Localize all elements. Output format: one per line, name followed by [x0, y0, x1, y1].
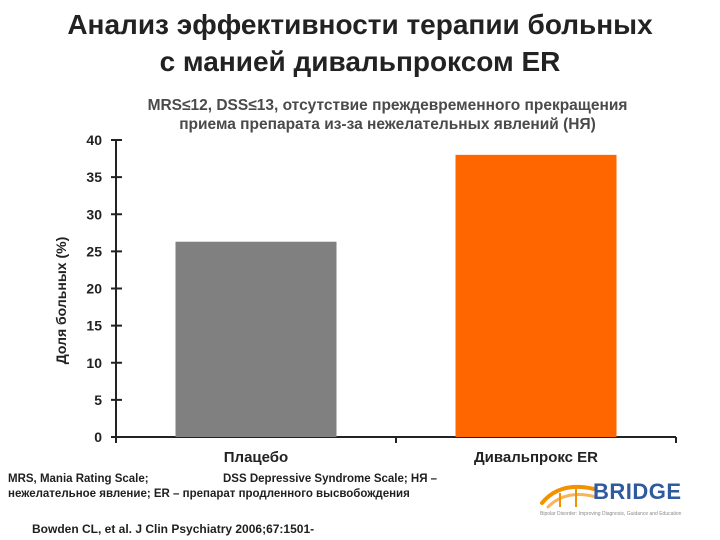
- footnote-dss: DSS Depressive Syndrome Scale; НЯ –: [223, 473, 438, 485]
- y-tick-label: 30: [86, 206, 102, 222]
- chart-title-line-1: MRS≤12, DSS≤13, отсутствие преждевременн…: [147, 97, 628, 114]
- slide-title: Анализ эффективности терапии больных с м…: [0, 6, 720, 80]
- y-tick-label: 20: [86, 281, 102, 297]
- y-tick-label: 25: [86, 243, 102, 259]
- bridge-logo: BRIDGE Bipolar Disorder: Improving Diagn…: [538, 475, 714, 530]
- bar: [175, 241, 337, 437]
- bridge-logo-tagline: Bipolar Disorder: Improving Diagnosis, G…: [540, 511, 682, 517]
- y-tick-label: 0: [94, 429, 102, 445]
- chart-title-line-2: приема препарата из-за нежелательных явл…: [179, 116, 596, 133]
- y-axis-label: Доля больных (%): [53, 237, 69, 365]
- x-category-label: Плацебо: [224, 449, 288, 466]
- y-tick-label: 40: [86, 132, 102, 148]
- footnote-line-2: нежелательное явление; ER – препарат про…: [8, 488, 410, 500]
- footnote-mrs: MRS, Mania Rating Scale;: [8, 473, 149, 485]
- y-tick-label: 5: [94, 392, 102, 408]
- slide-title-line-1: Анализ эффективности терапии больных: [67, 9, 653, 40]
- slide-title-line-2: с манией дивальпроксом ER: [159, 46, 561, 77]
- reference: Bowden CL, et al. J Clin Psychiatry 2006…: [32, 522, 315, 536]
- y-tick-label: 10: [86, 355, 102, 371]
- bridge-logo-wordmark: BRIDGE: [593, 479, 682, 504]
- bar: [455, 154, 617, 437]
- footnote-line-1: MRS, Mania Rating Scale; DSS Depressive S…: [8, 472, 548, 487]
- chart-title: MRS≤12, DSS≤13, отсутствие преждевременн…: [60, 96, 715, 134]
- y-tick-label: 35: [86, 169, 102, 185]
- y-tick-label: 15: [86, 318, 102, 334]
- x-category-label: Дивальпрокс ER: [474, 449, 598, 466]
- bridge-swoosh-icon: [540, 484, 598, 509]
- footnote: MRS, Mania Rating Scale; DSS Depressive S…: [8, 472, 548, 502]
